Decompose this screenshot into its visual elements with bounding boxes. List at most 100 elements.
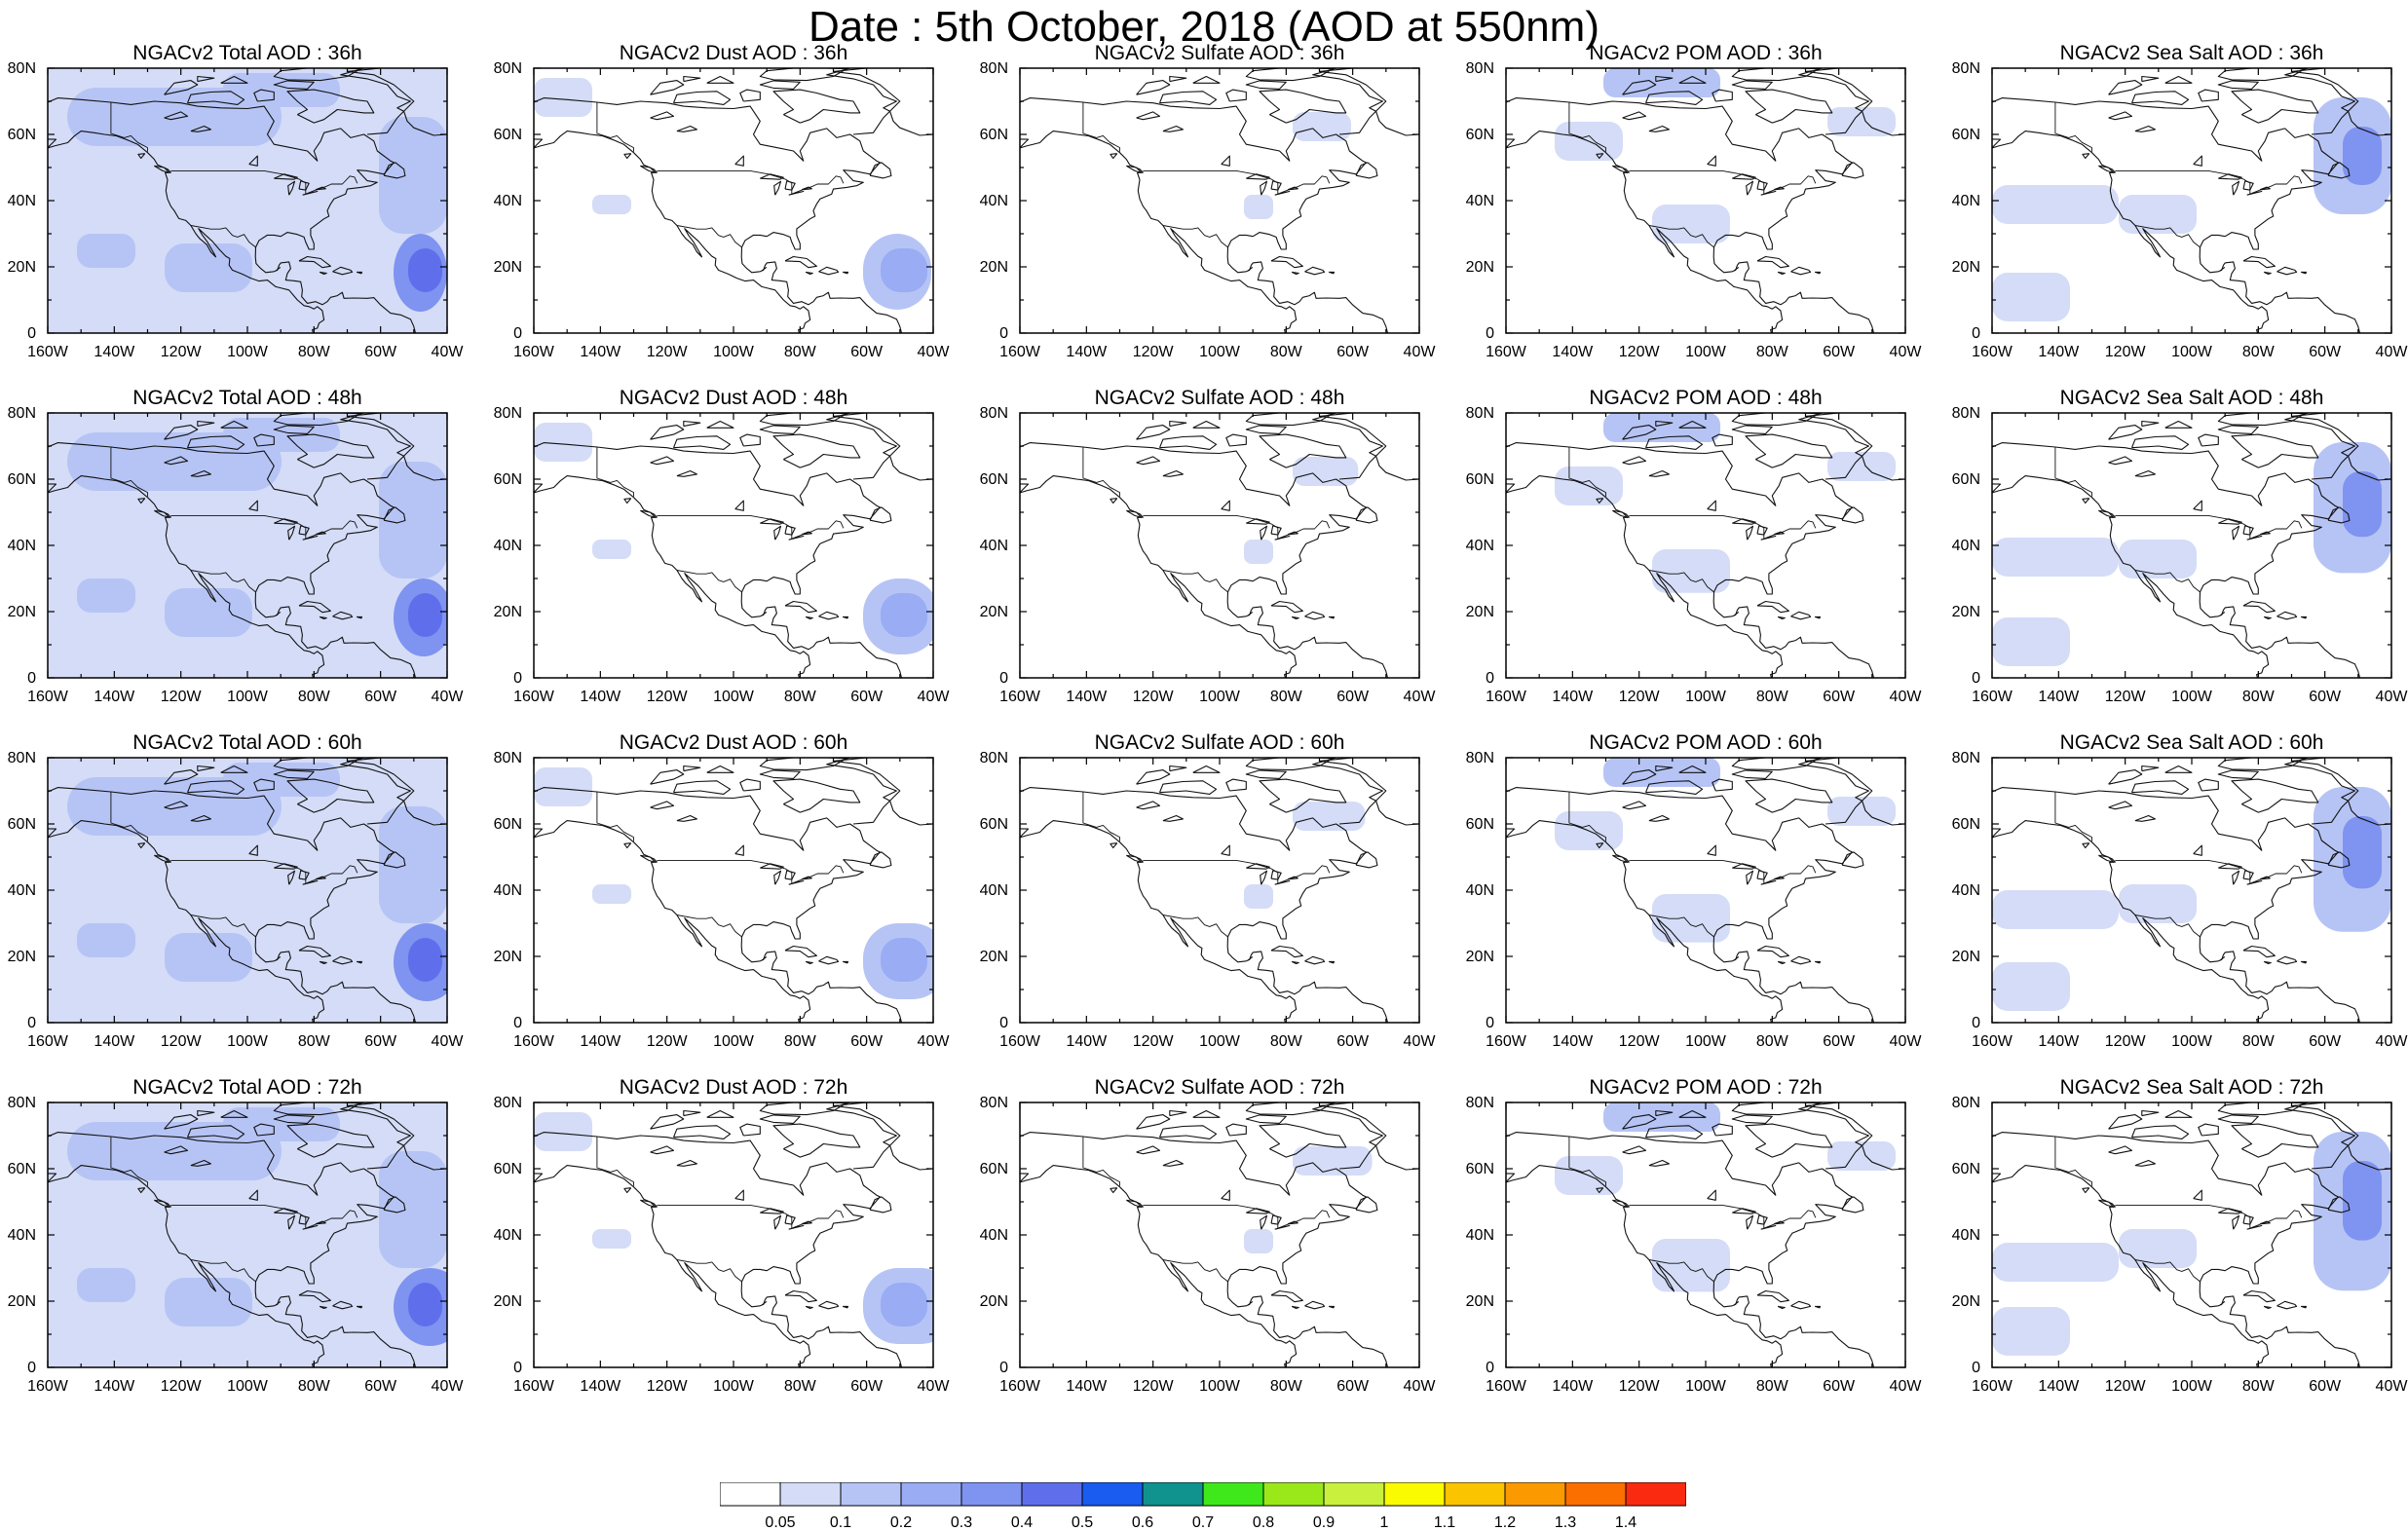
lake-outline (760, 863, 784, 870)
y-tick-label: 0 (1972, 670, 1980, 687)
aod-shading (1992, 273, 2070, 321)
country-border (1162, 915, 1228, 938)
y-tick-label: 80N (1952, 405, 1980, 422)
x-tick-label: 100W (2171, 1033, 2213, 1050)
colorbar-label: 1 (1380, 1514, 1389, 1531)
coastline-island (672, 91, 732, 105)
lake-outline (734, 844, 744, 856)
coastline-island (1731, 80, 1773, 90)
coastline-island (2263, 616, 2272, 620)
x-tick-label: 140W (1552, 344, 1594, 360)
lake-outline (287, 1214, 296, 1230)
y-tick-label: 60N (1952, 816, 1980, 833)
coastline-island (1612, 1199, 1629, 1208)
x-tick-label: 40W (1404, 344, 1437, 360)
coastline-mainland (1992, 97, 2361, 333)
lake-outline (1260, 180, 1268, 196)
coastline-island (683, 1109, 701, 1117)
colorbar-swatch (1202, 1482, 1264, 1507)
aod-shading (1992, 185, 2119, 224)
coastline-island (1790, 266, 1812, 276)
coastline-island (1158, 1125, 1218, 1139)
axis-ticks (1991, 1102, 2392, 1368)
colorbar-swatch (1142, 1482, 1204, 1507)
x-tick-label: 100W (713, 344, 755, 360)
coastline-island (164, 1114, 199, 1130)
coastline-island (1291, 271, 1299, 276)
x-tick-label: 140W (1066, 689, 1108, 705)
colorbar-label: 0.9 (1313, 1514, 1335, 1531)
map-plot: 160W 140W 120W 100W 80W 60W 40W 0 20N 40N 60N 80N (980, 750, 1437, 1050)
lake-outline (1162, 1159, 1184, 1167)
lake-outline (2218, 1208, 2242, 1214)
map-plot: 160W 140W 120W 100W 80W 60W 40W 0 20N 40N 60N 80N (980, 60, 1437, 360)
coastline-island (298, 1289, 331, 1303)
lake-outline (676, 469, 697, 477)
axis-ticks (47, 1102, 448, 1368)
x-tick-label: 40W (432, 689, 465, 705)
coastline-island (1169, 1109, 1187, 1117)
x-tick-label: 160W (513, 1033, 555, 1050)
lake-outline (2108, 456, 2133, 466)
y-tick-label: 60N (1466, 816, 1494, 833)
coastline-island (2130, 91, 2190, 105)
coastline-island (2082, 1187, 2090, 1194)
coastline-island (1304, 611, 1326, 620)
x-tick-label: 80W (2242, 689, 2276, 705)
coastline-island (650, 1114, 685, 1130)
coastline-island (197, 420, 215, 428)
coastline-island (383, 506, 406, 524)
y-tick-label: 60N (1466, 1161, 1494, 1177)
x-tick-label: 80W (784, 1033, 817, 1050)
coastline-island (2263, 960, 2272, 965)
coastline-island (1612, 509, 1629, 518)
coastline-mainland (48, 1132, 417, 1367)
aod-shading (77, 234, 135, 268)
coastline (48, 413, 447, 678)
country-border (1143, 169, 1331, 195)
country-border (1648, 570, 1714, 593)
coastline-island (1169, 765, 1187, 772)
x-tick-label: 60W (364, 1378, 397, 1395)
coastline-island (154, 165, 170, 173)
map-plot: 160W 140W 120W 100W 80W 60W 40W 0 20N 40N 60N 80N (1952, 750, 2408, 1050)
coastline-island (1756, 1289, 1789, 1303)
map-plot: 160W 140W 120W 100W 80W 60W 40W 0 20N 40N 60N 80N (1952, 1095, 2408, 1395)
coastline-island (1731, 1102, 1820, 1116)
lake-outline (734, 155, 744, 167)
coastline-island (2130, 1125, 2190, 1139)
lake-outline (1162, 814, 1184, 822)
lake-outline (1746, 870, 1754, 885)
y-tick-label: 80N (1466, 750, 1494, 766)
lake-outline (650, 456, 675, 466)
country-border (657, 859, 845, 884)
x-tick-label: 60W (850, 689, 884, 705)
aod-shading (881, 593, 927, 637)
country-border (1143, 859, 1331, 884)
coastline-island (759, 1114, 801, 1124)
lake-outline (1136, 801, 1161, 810)
coastline-island (319, 616, 327, 620)
coastline-island (186, 435, 245, 450)
lake-outline (1746, 180, 1754, 196)
x-tick-label: 120W (647, 689, 689, 705)
country-border (676, 225, 742, 248)
coastline-island (1841, 1196, 1864, 1214)
aod-shading (1603, 413, 1720, 442)
map-panel-seasalt-72h: NGACv2 Sea Salt AOD : 72h 160W 140W 120W 100… (1919, 1075, 2408, 1445)
coastline-island (1126, 165, 1143, 173)
coastline-island (2276, 266, 2298, 276)
y-tick-label: 80N (980, 750, 1008, 766)
y-tick-label: 40N (1952, 1227, 1980, 1244)
lake-outline (298, 525, 310, 536)
y-tick-label: 20N (1952, 604, 1980, 620)
lake-outline (773, 870, 782, 885)
coastline-island (2263, 271, 2272, 276)
map-panel-sulfate-60h: NGACv2 Sulfate AOD : 60h 160W 140W 120W 100W… (947, 730, 1437, 1101)
coastline (1020, 1102, 1419, 1367)
lake-outline (734, 500, 744, 511)
coastline-mainland (1506, 787, 1875, 1023)
colorbar-swatch (1504, 1482, 1566, 1507)
coastline-island (2082, 498, 2090, 504)
lake-outline (1136, 456, 1161, 466)
